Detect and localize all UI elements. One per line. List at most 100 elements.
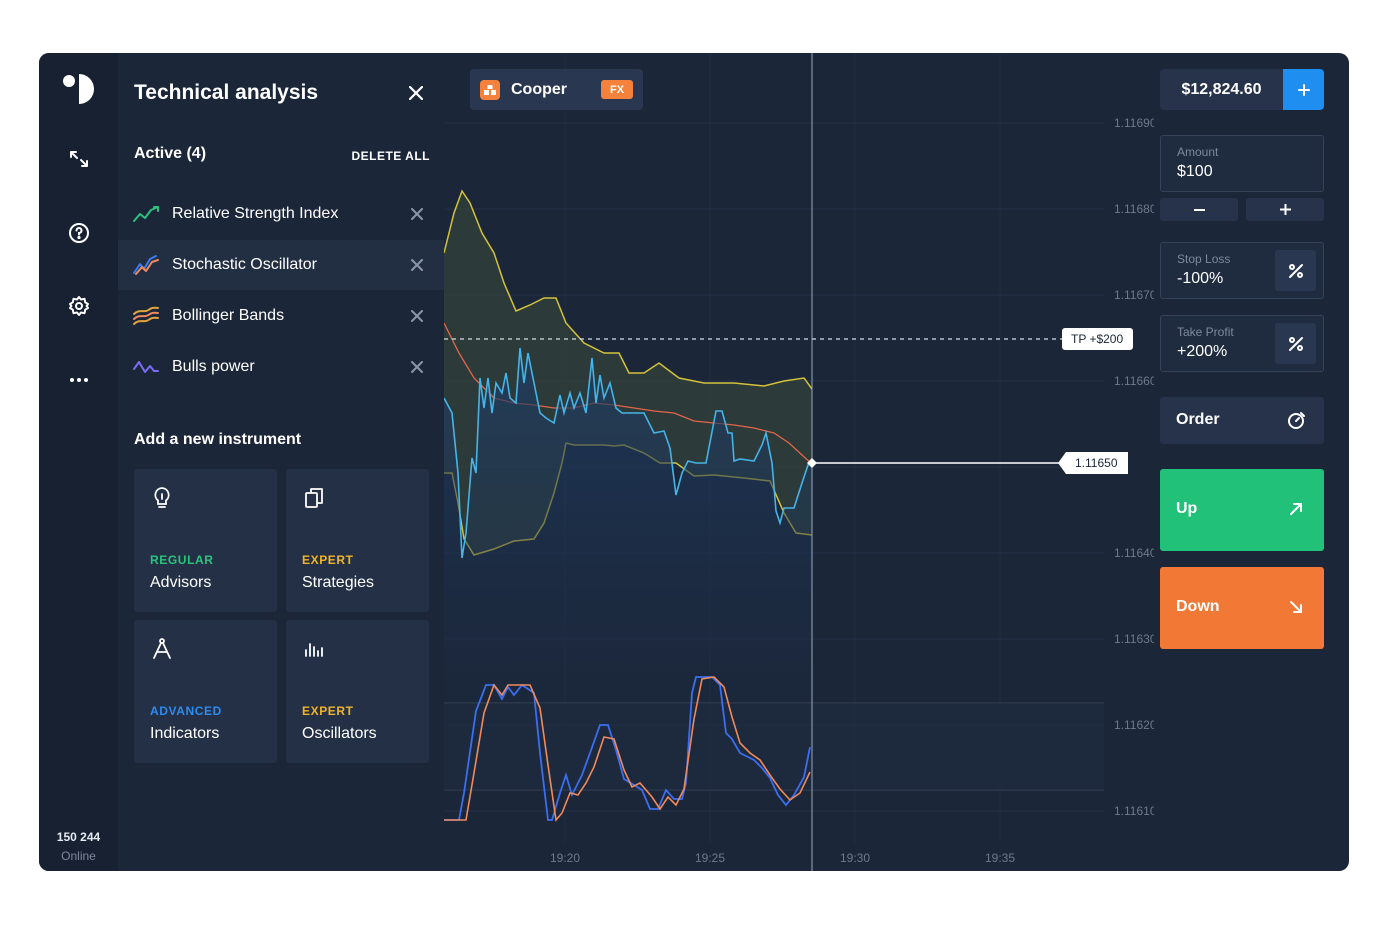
add-instrument-title: Add a new instrument: [134, 431, 302, 448]
amount-increase-button[interactable]: [1246, 198, 1324, 221]
current-price-tag: [1058, 452, 1128, 474]
rsi-icon: [132, 203, 162, 225]
up-button[interactable]: Up: [1160, 469, 1324, 551]
take-profit-text: TP +$200: [1071, 332, 1123, 346]
bulls-power-icon: [132, 356, 162, 378]
card-name: Strategies: [302, 574, 375, 591]
stop-loss-field[interactable]: Stop Loss -100%: [1160, 242, 1324, 299]
settings-gear-icon[interactable]: [39, 294, 118, 318]
bars-icon: [305, 643, 323, 657]
order-button[interactable]: Order: [1160, 397, 1324, 444]
online-count: 150 244: [56, 830, 101, 844]
close-icon: [411, 361, 423, 373]
price-axis-label: 1.11670: [1114, 288, 1154, 302]
price-axis-label: 1.11680: [1114, 202, 1154, 216]
percent-icon: [1288, 263, 1303, 278]
price-axis-label: 1.11610: [1114, 804, 1154, 818]
card-tag: EXPERT: [302, 553, 354, 567]
amount-label: Amount: [1177, 145, 1219, 159]
copy-icon: [305, 488, 323, 508]
time-axis-label: 19:35: [985, 851, 1015, 865]
percent-icon: [1288, 336, 1303, 351]
amount-decrease-button[interactable]: [1160, 198, 1238, 221]
indicator-stochastic[interactable]: Stochastic Oscillator: [118, 240, 444, 290]
card-tag: REGULAR: [150, 553, 214, 567]
close-icon: [411, 208, 423, 220]
arrow-up-right-icon: [1290, 503, 1302, 515]
price-axis-label: 1.11690: [1114, 116, 1154, 130]
remove-indicator-button[interactable]: [407, 306, 427, 326]
bollinger-upper-line: [444, 189, 813, 390]
remove-indicator-button[interactable]: [407, 255, 427, 275]
card-tag: ADVANCED: [150, 704, 222, 718]
more-dots-icon[interactable]: [39, 368, 118, 392]
price-axis-label: 1.11640: [1114, 546, 1154, 560]
left-rail: 150 244 Online: [39, 53, 118, 871]
brand-logo[interactable]: [39, 71, 118, 107]
up-label: Up: [1176, 500, 1198, 517]
indicator-name: Bulls power: [172, 358, 255, 375]
minus-icon: [1193, 208, 1205, 211]
price-axis-label: 1.11660: [1114, 374, 1154, 388]
indicator-name: Relative Strength Index: [172, 205, 339, 222]
take-profit-label: Take Profit: [1177, 325, 1234, 339]
balance-display[interactable]: $12,824.60: [1160, 69, 1283, 110]
trade-panel: $12,824.60 Amount $100 Stop Loss -100% T…: [1160, 53, 1349, 871]
close-panel-button[interactable]: [406, 83, 426, 103]
compass-icon: [153, 638, 171, 659]
price-axis-label: 1.11630: [1114, 632, 1154, 646]
remove-indicator-button[interactable]: [407, 204, 427, 224]
order-label: Order: [1176, 411, 1220, 428]
time-axis-label: 19:25: [695, 851, 725, 865]
chart-canvas[interactable]: TP +$200 1.11650 1.11690 1.11680 1.11670 1.1…: [444, 53, 1154, 871]
take-profit-value[interactable]: +200%: [1177, 343, 1228, 360]
technical-analysis-panel: Technical analysis Active (4) DELETE ALL…: [118, 53, 444, 871]
take-profit-tag: [1062, 328, 1133, 350]
lightbulb-icon: [154, 487, 170, 508]
indicator-name: Stochastic Oscillator: [172, 256, 317, 273]
amount-value[interactable]: $100: [1177, 163, 1213, 180]
take-profit-percent-button[interactable]: [1275, 323, 1316, 364]
card-name: Advisors: [150, 574, 212, 591]
indicator-bulls-power[interactable]: Bulls power: [118, 342, 444, 392]
oscillator-zone: [444, 703, 1104, 790]
stop-loss-percent-button[interactable]: [1275, 250, 1316, 291]
plus-icon: [1297, 83, 1310, 96]
online-counter: 150 244 Online: [39, 830, 118, 863]
remove-indicator-button[interactable]: [407, 357, 427, 377]
card-tag: EXPERT: [302, 704, 354, 718]
asset-name: Cooper: [511, 80, 567, 98]
delete-all-button[interactable]: DELETE ALL: [351, 149, 430, 163]
asset-icon: [480, 79, 500, 100]
amount-field[interactable]: Amount $100: [1160, 135, 1324, 192]
trading-app: 150 244 Online Technical analysis Active…: [39, 53, 1349, 871]
price-line: [444, 347, 813, 559]
down-button[interactable]: Down: [1160, 567, 1324, 649]
price-chart[interactable]: TP +$200 1.11650 1.11690 1.11680 1.11670 1.1…: [444, 53, 1154, 871]
time-axis-label: 19:20: [550, 851, 580, 865]
stop-loss-label: Stop Loss: [1177, 252, 1231, 266]
time-axis-label: 19:30: [840, 851, 870, 865]
close-icon: [411, 310, 423, 322]
help-icon[interactable]: [39, 221, 118, 245]
card-name: Indicators: [150, 725, 220, 742]
plus-icon: [1279, 204, 1291, 215]
current-price-text: 1.11650: [1075, 456, 1118, 470]
stochastic-icon: [132, 254, 162, 276]
indicator-bollinger[interactable]: Bollinger Bands: [118, 291, 444, 341]
card-indicators[interactable]: ADVANCED Indicators: [134, 620, 277, 763]
arrow-down-right-icon: [1290, 601, 1302, 613]
current-price-marker: [807, 458, 817, 468]
asset-badge: FX: [601, 80, 633, 99]
take-profit-field[interactable]: Take Profit +200%: [1160, 315, 1324, 372]
stop-loss-value[interactable]: -100%: [1177, 270, 1224, 287]
expand-icon[interactable]: [39, 147, 118, 171]
asset-selector[interactable]: Cooper FX: [470, 69, 643, 110]
card-strategies[interactable]: EXPERT Strategies: [286, 469, 429, 612]
card-advisors[interactable]: REGULAR Advisors: [134, 469, 277, 612]
close-icon: [411, 259, 423, 271]
deposit-button[interactable]: [1283, 69, 1324, 110]
card-oscillators[interactable]: EXPERT Oscillators: [286, 620, 429, 763]
indicator-rsi[interactable]: Relative Strength Index: [118, 189, 444, 239]
bollinger-icon: [132, 305, 162, 327]
